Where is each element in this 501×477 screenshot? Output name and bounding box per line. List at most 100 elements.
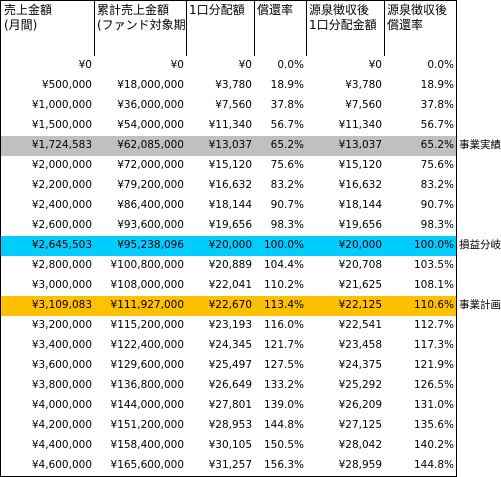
data-cell: 98.3% bbox=[384, 216, 457, 237]
data-cell: ¥0 bbox=[186, 56, 255, 77]
data-cell: ¥136,800,000 bbox=[94, 376, 187, 397]
data-cell: ¥3,780 bbox=[306, 76, 385, 97]
data-cell: ¥21,625 bbox=[306, 276, 385, 297]
data-cell: 112.7% bbox=[384, 316, 457, 337]
data-cell: ¥0 bbox=[0, 56, 95, 77]
data-cell: 0.0% bbox=[254, 56, 307, 77]
data-cell: ¥11,340 bbox=[186, 116, 255, 137]
data-cell: ¥86,400,000 bbox=[94, 196, 187, 217]
header-text: 1口分配金額 bbox=[309, 18, 377, 32]
header-text: 1口分配額 bbox=[189, 3, 245, 17]
data-cell: ¥19,656 bbox=[306, 216, 385, 237]
data-cell: ¥100,800,000 bbox=[94, 256, 187, 277]
data-cell: ¥24,375 bbox=[306, 356, 385, 377]
data-cell: 110.2% bbox=[254, 276, 307, 297]
data-cell: ¥4,000,000 bbox=[0, 396, 95, 417]
header-text: (ファンド対象期間) bbox=[97, 18, 186, 32]
row-note: 損益分岐 bbox=[459, 239, 501, 251]
data-cell: ¥16,632 bbox=[186, 176, 255, 197]
data-cell: ¥13,037 bbox=[186, 136, 255, 157]
data-cell: ¥4,400,000 bbox=[0, 436, 95, 457]
data-cell: ¥7,560 bbox=[186, 96, 255, 117]
data-cell: ¥2,600,000 bbox=[0, 216, 95, 237]
data-cell: ¥18,144 bbox=[186, 196, 255, 217]
data-cell: 127.5% bbox=[254, 356, 307, 377]
data-cell: ¥22,670 bbox=[186, 296, 255, 317]
data-cell: ¥20,889 bbox=[186, 256, 255, 277]
data-cell: ¥20,000 bbox=[306, 236, 385, 257]
data-cell: 117.3% bbox=[384, 336, 457, 357]
data-cell: 56.7% bbox=[384, 116, 457, 137]
header-cell: 源泉徴収後 1口分配金額 bbox=[306, 0, 385, 57]
data-cell: 104.4% bbox=[254, 256, 307, 277]
data-cell: ¥72,000,000 bbox=[94, 156, 187, 177]
data-cell: ¥22,125 bbox=[306, 296, 385, 317]
data-cell: ¥158,400,000 bbox=[94, 436, 187, 457]
data-cell: 100.0% bbox=[254, 236, 307, 257]
data-cell: ¥11,340 bbox=[306, 116, 385, 137]
data-cell: ¥16,632 bbox=[306, 176, 385, 197]
header-text: 償還率 bbox=[257, 3, 294, 17]
header-text: (月間) bbox=[4, 18, 38, 32]
data-cell: 83.2% bbox=[254, 176, 307, 197]
data-cell: 144.8% bbox=[254, 416, 307, 437]
data-cell: ¥3,780 bbox=[186, 76, 255, 97]
header-cell: 源泉徴収後 償還率 bbox=[384, 0, 457, 57]
data-cell: ¥24,345 bbox=[186, 336, 255, 357]
data-cell: 56.7% bbox=[254, 116, 307, 137]
header-text: 累計売上金額 bbox=[97, 3, 170, 17]
data-cell: ¥115,200,000 bbox=[94, 316, 187, 337]
data-cell: ¥95,238,096 bbox=[94, 236, 187, 257]
data-cell: ¥3,200,000 bbox=[0, 316, 95, 337]
data-cell: ¥23,458 bbox=[306, 336, 385, 357]
data-cell: ¥54,000,000 bbox=[94, 116, 187, 137]
data-cell: 18.9% bbox=[384, 76, 457, 97]
data-cell: 75.6% bbox=[254, 156, 307, 177]
header-cell: 累計売上金額(ファンド対象期間) bbox=[94, 0, 187, 57]
data-cell: ¥26,649 bbox=[186, 376, 255, 397]
data-cell: ¥165,600,000 bbox=[94, 456, 187, 477]
data-cell: ¥25,497 bbox=[186, 356, 255, 377]
data-cell: 116.0% bbox=[254, 316, 307, 337]
data-cell: ¥15,120 bbox=[306, 156, 385, 177]
data-cell: ¥27,125 bbox=[306, 416, 385, 437]
data-cell: ¥0 bbox=[94, 56, 187, 77]
data-cell: ¥13,037 bbox=[306, 136, 385, 157]
header-cell: 償還率 bbox=[254, 0, 307, 57]
data-cell: ¥2,400,000 bbox=[0, 196, 95, 217]
data-cell: ¥2,200,000 bbox=[0, 176, 95, 197]
data-cell: ¥18,000,000 bbox=[94, 76, 187, 97]
data-cell: ¥15,120 bbox=[186, 156, 255, 177]
data-cell: 98.3% bbox=[254, 216, 307, 237]
data-cell: ¥20,000 bbox=[186, 236, 255, 257]
header-cell: 1口分配額 bbox=[186, 0, 255, 57]
header-cell: 売上金額 (月間) bbox=[0, 0, 95, 57]
data-cell: 18.9% bbox=[254, 76, 307, 97]
data-cell: 126.5% bbox=[384, 376, 457, 397]
data-cell: ¥7,560 bbox=[306, 96, 385, 117]
row-note: 事業計画 bbox=[459, 299, 501, 311]
data-cell: 90.7% bbox=[254, 196, 307, 217]
data-cell: ¥3,600,000 bbox=[0, 356, 95, 377]
data-cell: 37.8% bbox=[254, 96, 307, 117]
header-text: 売上金額 bbox=[4, 3, 53, 17]
row-note: 事業実績 bbox=[459, 139, 501, 151]
data-cell: 65.2% bbox=[384, 136, 457, 157]
data-cell: ¥79,200,000 bbox=[94, 176, 187, 197]
data-cell: ¥122,400,000 bbox=[94, 336, 187, 357]
data-cell: ¥2,800,000 bbox=[0, 256, 95, 277]
data-cell: ¥111,927,000 bbox=[94, 296, 187, 317]
data-cell: ¥3,400,000 bbox=[0, 336, 95, 357]
data-cell: 110.6% bbox=[384, 296, 457, 317]
data-cell: ¥1,000,000 bbox=[0, 96, 95, 117]
data-cell: ¥26,209 bbox=[306, 396, 385, 417]
data-cell: 156.3% bbox=[254, 456, 307, 477]
data-cell: ¥28,959 bbox=[306, 456, 385, 477]
data-cell: ¥93,600,000 bbox=[94, 216, 187, 237]
data-cell: 37.8% bbox=[384, 96, 457, 117]
data-cell: ¥62,085,000 bbox=[94, 136, 187, 157]
data-cell: 83.2% bbox=[384, 176, 457, 197]
data-cell: ¥3,109,083 bbox=[0, 296, 95, 317]
data-cell: ¥4,600,000 bbox=[0, 456, 95, 477]
